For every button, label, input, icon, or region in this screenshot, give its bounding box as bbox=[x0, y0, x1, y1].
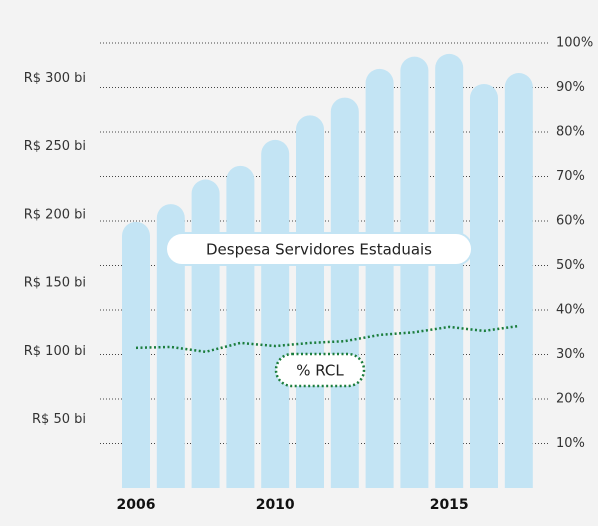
bar bbox=[191, 179, 220, 488]
bar bbox=[226, 165, 255, 488]
y-tick-label: R$ 200 bi bbox=[24, 207, 86, 222]
bar bbox=[400, 56, 429, 489]
y2-tick-label: 40% bbox=[556, 303, 585, 318]
bar bbox=[296, 115, 324, 488]
x-tick-label: 2006 bbox=[117, 497, 156, 513]
legend-pill bbox=[274, 352, 366, 388]
bar bbox=[470, 83, 498, 488]
y-tick-label: R$ 250 bi bbox=[24, 139, 86, 154]
x-tick-label: 2015 bbox=[430, 497, 469, 513]
legend-pill bbox=[165, 232, 473, 266]
y2-tick-label: 10% bbox=[556, 436, 585, 451]
bar bbox=[504, 73, 533, 488]
y-tick-label: R$ 50 bi bbox=[32, 412, 86, 427]
x-tick-label: 2010 bbox=[256, 497, 295, 513]
y2-tick-label: 30% bbox=[556, 347, 585, 362]
y2-tick-label: 20% bbox=[556, 392, 585, 407]
y2-tick-label: 90% bbox=[556, 80, 585, 95]
y2-tick-label: 80% bbox=[556, 125, 585, 140]
legend-label: Despesa Servidores Estaduais bbox=[206, 241, 432, 259]
bar bbox=[122, 221, 150, 488]
y2-tick-label: 60% bbox=[556, 214, 585, 229]
line bbox=[135, 324, 519, 354]
bar bbox=[435, 53, 464, 488]
y2-tick-label: 70% bbox=[556, 169, 585, 184]
y-tick-label: R$ 100 bi bbox=[24, 344, 86, 359]
y2-tick-label: 100% bbox=[556, 36, 593, 51]
y-tick-label: R$ 150 bi bbox=[24, 276, 86, 291]
y2-tick-label: 50% bbox=[556, 258, 585, 273]
bar bbox=[156, 204, 185, 489]
bar bbox=[365, 68, 394, 488]
y-tick-label: R$ 300 bi bbox=[24, 71, 86, 86]
legend-label: % RCL bbox=[296, 362, 344, 380]
bar bbox=[330, 97, 359, 489]
bar bbox=[261, 139, 290, 488]
